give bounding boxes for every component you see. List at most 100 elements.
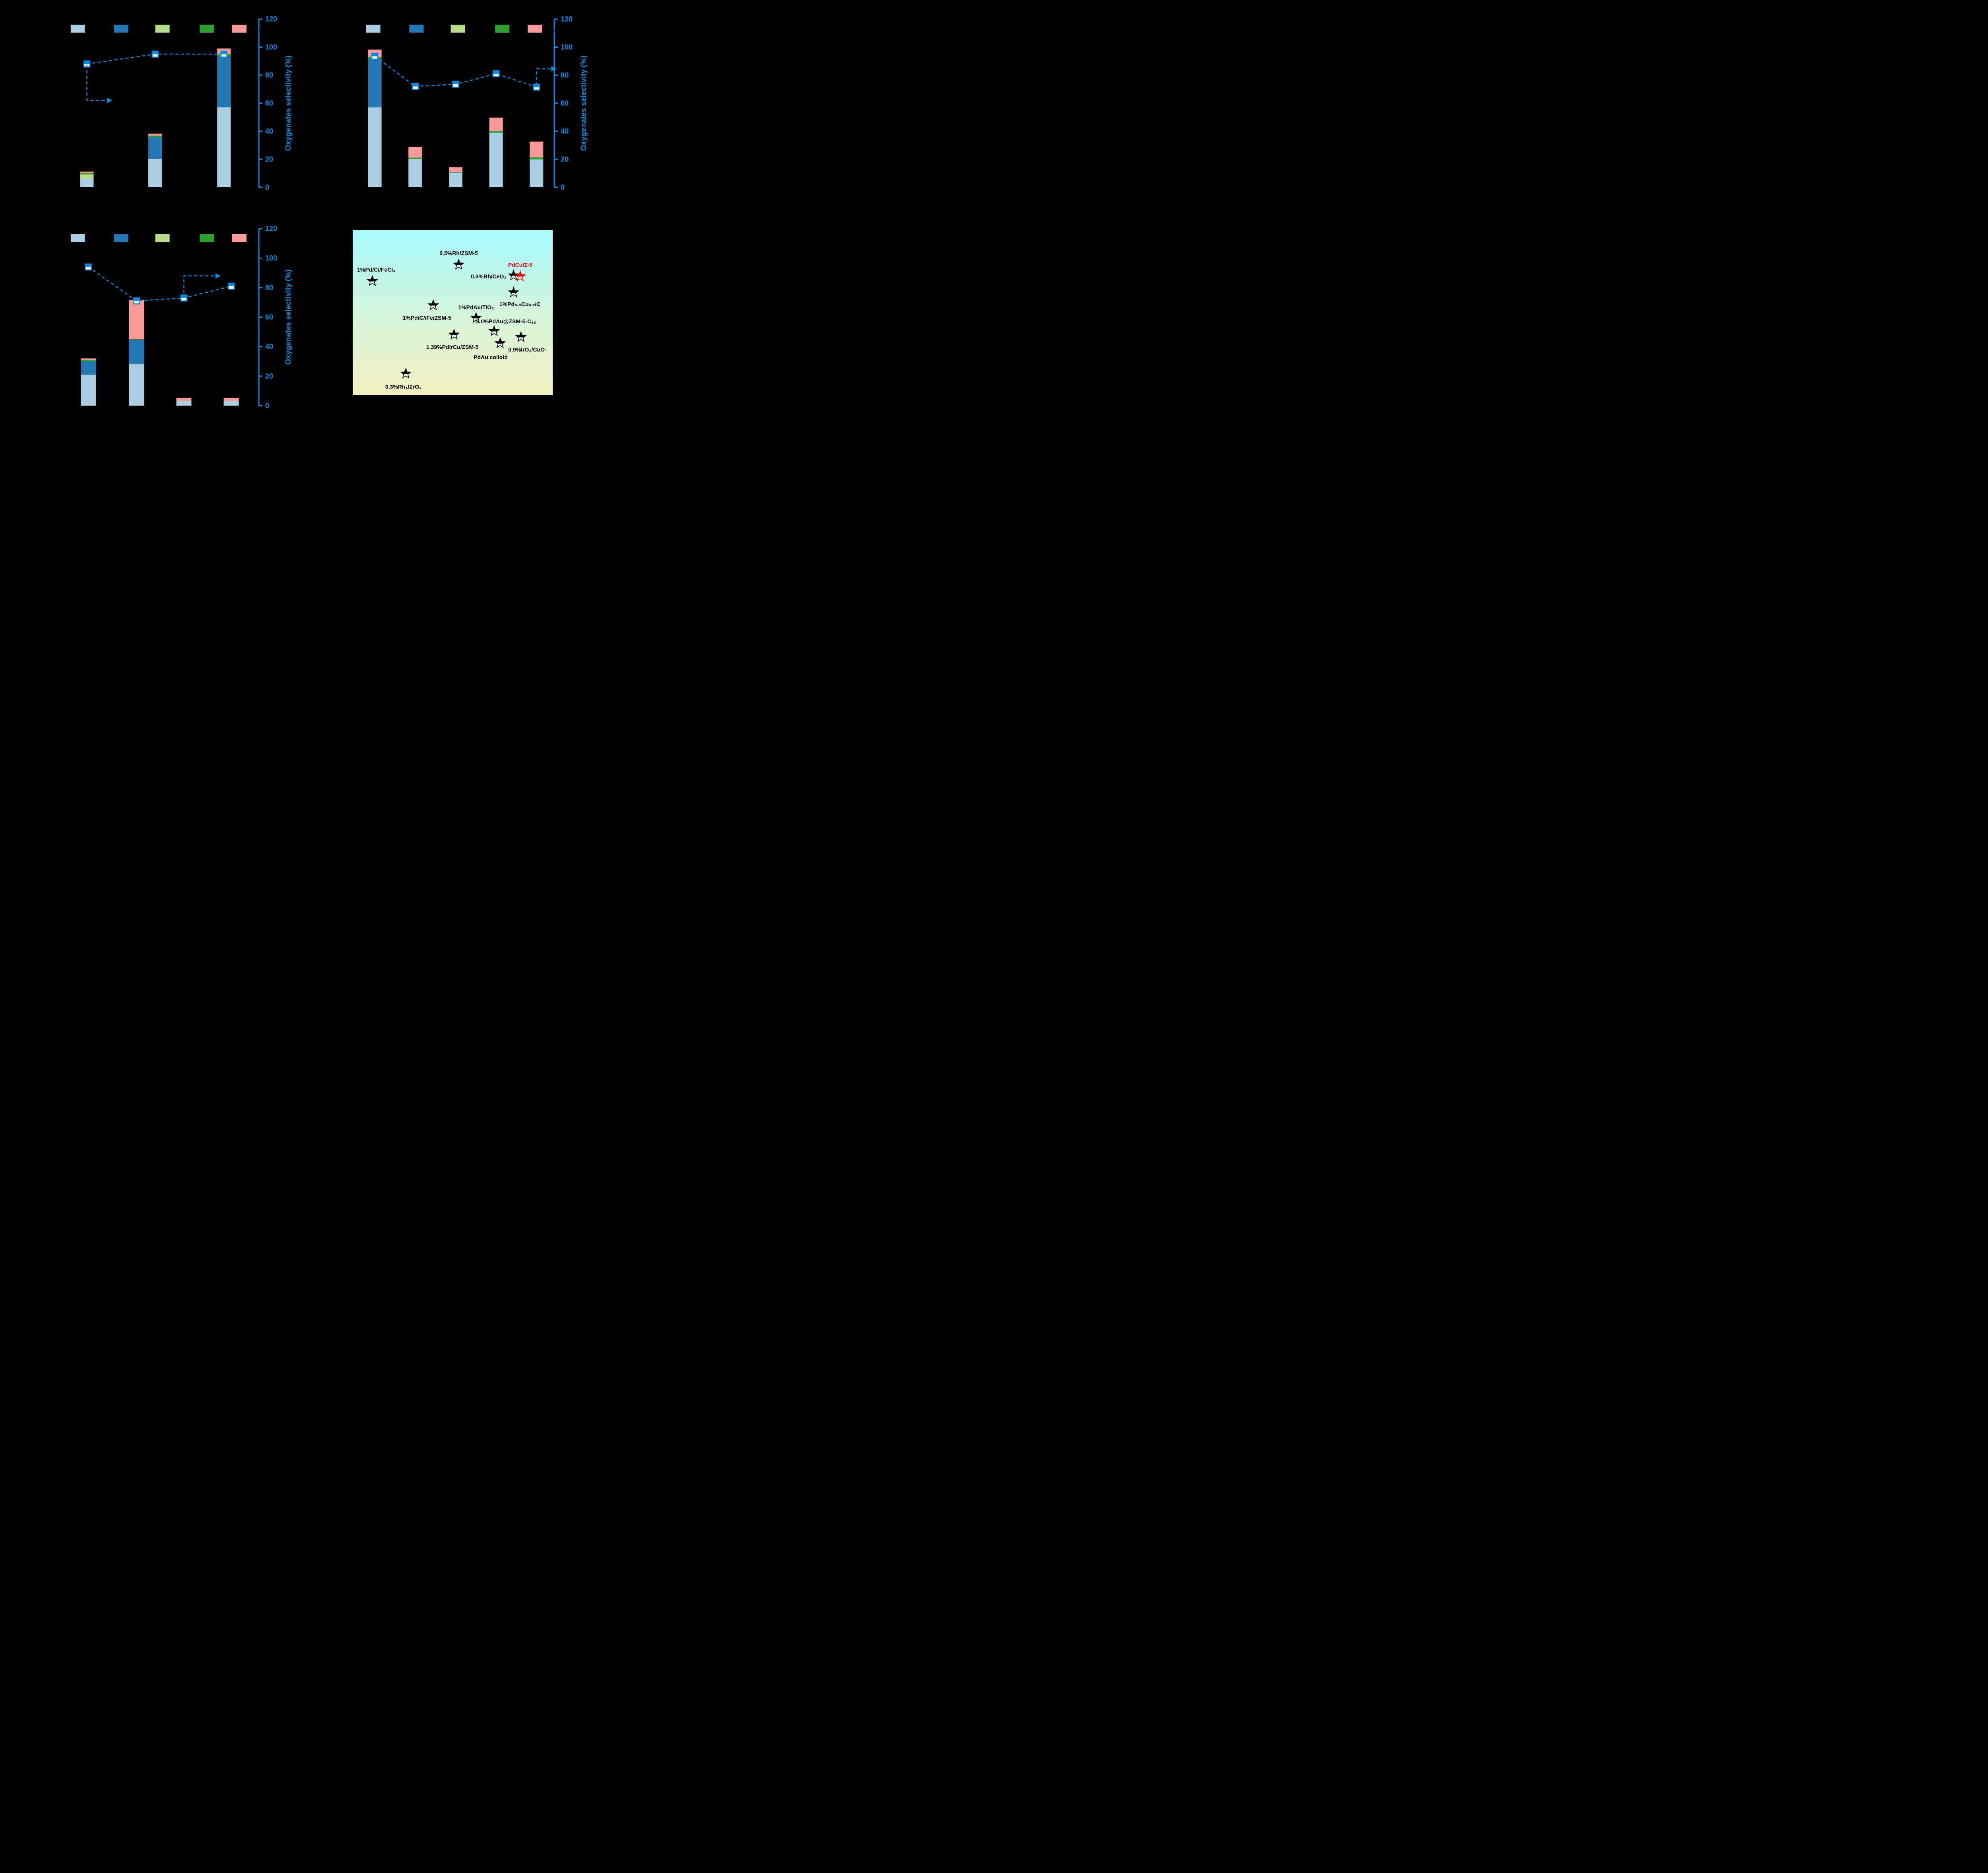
axis-pointer-arrowhead xyxy=(551,66,557,72)
scatter-point-label: 1.39%PdIrCu/ZSM-5 xyxy=(426,344,479,350)
left-axis-tick-label: 150 xyxy=(46,16,57,23)
selectivity-marker xyxy=(227,282,235,290)
x-axis-tick-label: 100 xyxy=(149,192,161,200)
right-axis-tick-label: 120 xyxy=(265,15,277,23)
panel-letter: a xyxy=(17,6,24,19)
x-axis-tick-label: 100 xyxy=(548,402,559,408)
x-axis-tick-label: 85 xyxy=(449,402,456,408)
selectivity-marker xyxy=(220,51,227,58)
bar-segment xyxy=(530,141,544,157)
x-axis-tick-label: PdCu-PM xyxy=(473,190,498,215)
x-axis-tick-label: Cu/Z-5 xyxy=(439,190,458,209)
left-axis-tick-label: 40 xyxy=(345,142,352,149)
bar-segment xyxy=(408,157,422,159)
axis-pointer-arrowhead xyxy=(107,97,113,103)
scatter-point-label: 5.0%PdAu@ZSM-5-C₁₆ xyxy=(476,318,536,324)
bar-segment xyxy=(129,339,144,364)
bar-segment xyxy=(489,132,503,187)
figure-canvas: 0 20 40 60 80 100 120 Oxygenates selectivity (%… xyxy=(0,0,623,447)
legend-item: CO₂ xyxy=(232,234,261,243)
left-axis-title: Products yield (mmol g⁻¹ h⁻¹) xyxy=(27,264,36,370)
legend-item: CH₃OH xyxy=(70,234,109,243)
legend-item: CO₂ xyxy=(528,25,557,33)
bar-segment xyxy=(530,157,544,159)
legend-item: CO₂ xyxy=(232,25,261,33)
stacked-bar xyxy=(449,167,462,187)
scatter-point-label: 0.3%Rh/CeO₂ xyxy=(471,273,506,280)
right-axis-tick-label: 80 xyxy=(265,284,273,291)
bar-segment xyxy=(217,107,231,187)
left-axis-tick-label: 80 xyxy=(345,100,352,107)
bar-segment xyxy=(449,172,462,173)
bar-segment xyxy=(129,339,144,340)
stacked-bar xyxy=(489,117,503,187)
left-axis-title: Products yield (mmol g⁻¹ h⁻¹) xyxy=(323,50,331,156)
legend-item: CO xyxy=(200,25,226,33)
scatter-point-label: 1%Pd₀.₃Cu₀.₇/C xyxy=(499,301,540,307)
bar-segment xyxy=(80,173,94,175)
x-axis-tick-label: 75 xyxy=(382,402,389,408)
stacked-bar xyxy=(148,133,162,187)
right-axis-tick-label: 100 xyxy=(265,43,277,51)
bar-segment xyxy=(80,360,96,361)
panel-b: 0 20 40 60 80 100 120 Oxygenates selectivity (%… xyxy=(313,6,588,217)
right-axis-tick-label: 0 xyxy=(265,402,269,410)
right-axis-tick-label: 100 xyxy=(561,43,573,51)
x-axis-tick-label: 90 xyxy=(483,402,490,408)
star-marker xyxy=(470,312,482,323)
bar-segment xyxy=(217,56,231,107)
bar-segment xyxy=(489,131,503,133)
legend-item: HCOOH xyxy=(114,25,154,33)
legend-label: CO xyxy=(216,236,226,243)
scatter-point-label: 1%PdAu/TiO₂ xyxy=(458,304,494,311)
left-axis-tick-label: 1 xyxy=(344,360,348,367)
highlight-star-marker xyxy=(514,270,526,282)
stacked-bar xyxy=(223,397,239,406)
scatter-point-label: 0.3%Rh₁/ZrO₂ xyxy=(385,384,421,390)
left-axis-tick-label: 600 xyxy=(46,225,57,233)
left-axis-tick-label: 120 xyxy=(341,58,352,65)
star-marker xyxy=(494,337,506,348)
scatter-point-label: 1%Pd/C//Fe/ZSM-5 xyxy=(403,315,451,321)
legend-swatch xyxy=(200,234,214,242)
panel-letter: c xyxy=(17,215,24,228)
bar-segment xyxy=(530,159,544,187)
left-axis-tick-label: 300 xyxy=(46,314,57,321)
panel-c: 0 20 40 60 80 100 120 Oxygenates selectivity (%… xyxy=(17,215,293,433)
legend-item: CO xyxy=(200,234,226,243)
bar-segment xyxy=(368,107,382,187)
bar-segment xyxy=(368,59,382,108)
stacked-bar xyxy=(176,397,192,406)
legend-label: CH₃OOH xyxy=(172,26,199,33)
star-marker xyxy=(448,328,460,340)
bar-segment xyxy=(176,397,192,401)
panel-letter: b xyxy=(313,6,320,19)
selectivity-marker xyxy=(412,83,419,90)
legend-swatch xyxy=(114,25,128,33)
x-axis-tick-label: PdCu/Z-5 xyxy=(352,190,377,215)
x-axis-tick-label: 110 xyxy=(184,192,195,200)
left-axis-tick-label: 100 xyxy=(337,293,348,300)
bar-segment xyxy=(223,397,239,401)
stacked-bar xyxy=(80,358,96,406)
scatter-point-label: PdAu colloid xyxy=(474,354,508,360)
legend-swatch xyxy=(366,25,381,33)
legend-swatch xyxy=(70,25,85,33)
star-marker xyxy=(488,325,500,336)
left-axis-tick-label: 1000 xyxy=(333,260,348,267)
right-axis-tick-label: 60 xyxy=(265,99,273,107)
legend-swatch xyxy=(232,25,247,33)
legend-item: HCOOH xyxy=(409,25,450,33)
legend-item: CH₃OH xyxy=(366,25,404,33)
x-axis-tick-label: Pd/Z-5 xyxy=(399,190,417,209)
axis-pointer-arrowhead xyxy=(215,273,221,279)
legend-item: CH₃OOH xyxy=(155,25,199,33)
stacked-bar xyxy=(408,146,422,187)
bar-segment xyxy=(80,361,96,375)
bar-segment xyxy=(80,179,94,187)
right-axis-tick-label: 40 xyxy=(265,127,273,135)
left-axis-tick-label: 50 xyxy=(49,128,57,135)
panel-a: 0 20 40 60 80 100 120 Oxygenates selectivity (%… xyxy=(17,6,293,213)
legend-item: CH₃OOH xyxy=(155,234,199,243)
x-axis-tick-label: 80 xyxy=(83,192,91,200)
